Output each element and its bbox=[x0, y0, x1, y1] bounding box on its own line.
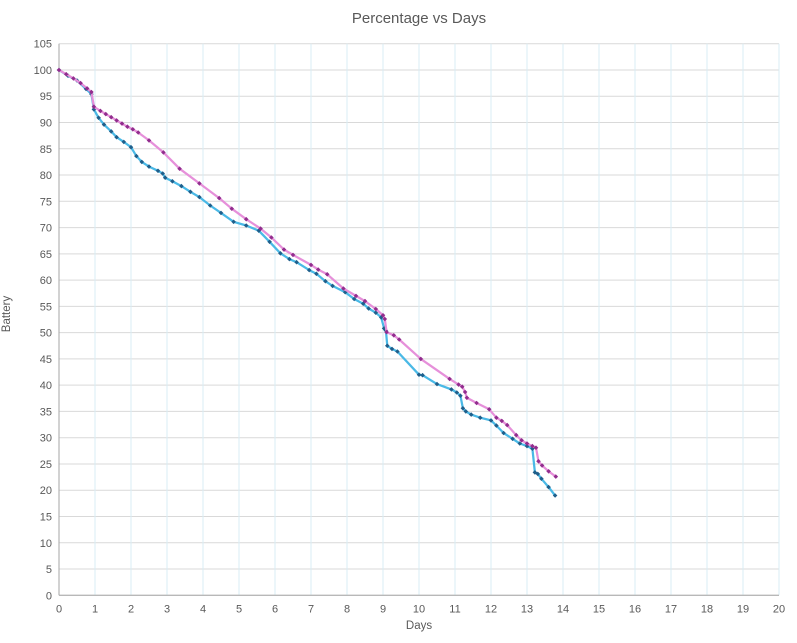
y-tick-label: 35 bbox=[40, 406, 52, 418]
x-tick-label: 4 bbox=[200, 603, 206, 615]
y-tick-label: 0 bbox=[46, 590, 52, 602]
y-tick-label: 95 bbox=[40, 91, 52, 103]
y-tick-label: 90 bbox=[40, 118, 52, 130]
x-tick-label: 6 bbox=[272, 603, 278, 615]
y-tick-label: 85 bbox=[40, 144, 52, 156]
y-tick-label: 50 bbox=[40, 328, 52, 340]
y-tick-label: 15 bbox=[40, 512, 52, 524]
y-tick-label: 20 bbox=[40, 485, 52, 497]
y-tick-label: 55 bbox=[40, 301, 52, 313]
x-tick-label: 11 bbox=[449, 603, 460, 615]
y-tick-label: 60 bbox=[40, 275, 52, 287]
y-tick-label: 5 bbox=[46, 564, 52, 576]
y-tick-label: 65 bbox=[40, 249, 52, 261]
y-tick-label: 75 bbox=[40, 196, 52, 208]
x-tick-label: 13 bbox=[521, 603, 533, 615]
x-tick-label: 14 bbox=[557, 603, 569, 615]
x-tick-label: 20 bbox=[773, 603, 785, 615]
chart-title: Percentage vs Days bbox=[351, 10, 487, 27]
x-tick-label: 7 bbox=[308, 603, 314, 615]
y-tick-label: 80 bbox=[40, 170, 52, 182]
y-tick-label: 45 bbox=[40, 354, 52, 366]
x-tick-label: 15 bbox=[593, 603, 605, 615]
x-tick-label: 12 bbox=[485, 603, 497, 615]
x-tick-label: 9 bbox=[380, 603, 386, 615]
x-tick-label: 17 bbox=[665, 603, 677, 615]
y-tick-label: 10 bbox=[40, 538, 52, 550]
x-tick-label: 3 bbox=[164, 603, 170, 615]
series-markers-cyan bbox=[56, 67, 558, 498]
x-tick-label: 19 bbox=[737, 603, 749, 615]
x-axis-title: Days bbox=[405, 620, 433, 632]
x-tick-label: 2 bbox=[128, 603, 134, 615]
series-line-pink bbox=[57, 68, 557, 478]
y-tick-label: 70 bbox=[40, 223, 52, 235]
x-tick-label: 16 bbox=[629, 603, 641, 615]
y-tick-label: 105 bbox=[34, 39, 52, 51]
y-tick-label: 40 bbox=[40, 380, 52, 392]
x-tick-label: 10 bbox=[413, 603, 425, 615]
x-tick-label: 0 bbox=[56, 603, 62, 615]
y-tick-label: 25 bbox=[40, 459, 52, 471]
series-line-cyan bbox=[57, 68, 557, 497]
x-tick-label: 1 bbox=[92, 603, 98, 615]
y-tick-label: 100 bbox=[34, 65, 52, 77]
y-axis-title: Battery bbox=[1, 295, 13, 333]
y-tick-label: 30 bbox=[40, 433, 52, 445]
x-tick-label: 5 bbox=[236, 603, 242, 615]
x-tick-label: 8 bbox=[344, 603, 350, 615]
x-tick-label: 18 bbox=[701, 603, 713, 615]
